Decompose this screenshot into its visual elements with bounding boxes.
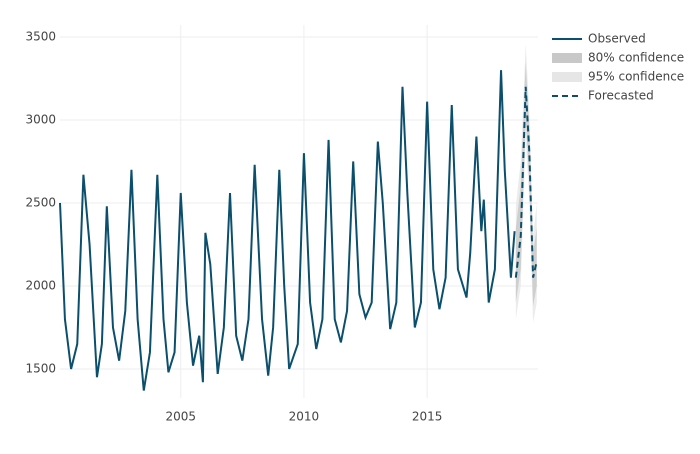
x-tick-label: 2010	[289, 410, 320, 424]
legend-swatch	[552, 72, 582, 82]
legend-label: 95% confidence	[588, 70, 684, 84]
x-tick-label: 2005	[165, 410, 196, 424]
legend-label: Forecasted	[588, 89, 654, 103]
y-tick-label: 2000	[25, 278, 56, 292]
forecast-line	[514, 86, 538, 278]
y-tick-label: 2500	[25, 195, 56, 209]
legend-swatch	[552, 53, 582, 63]
legend-label: Observed	[588, 32, 646, 46]
observed-line	[59, 70, 516, 391]
legend-label: 80% confidence	[588, 51, 684, 65]
y-tick-label: 3500	[25, 29, 56, 43]
x-tick-label: 2015	[412, 410, 443, 424]
confidence-band	[515, 61, 537, 306]
y-tick-label: 3000	[25, 112, 56, 126]
y-tick-label: 1500	[25, 361, 56, 375]
